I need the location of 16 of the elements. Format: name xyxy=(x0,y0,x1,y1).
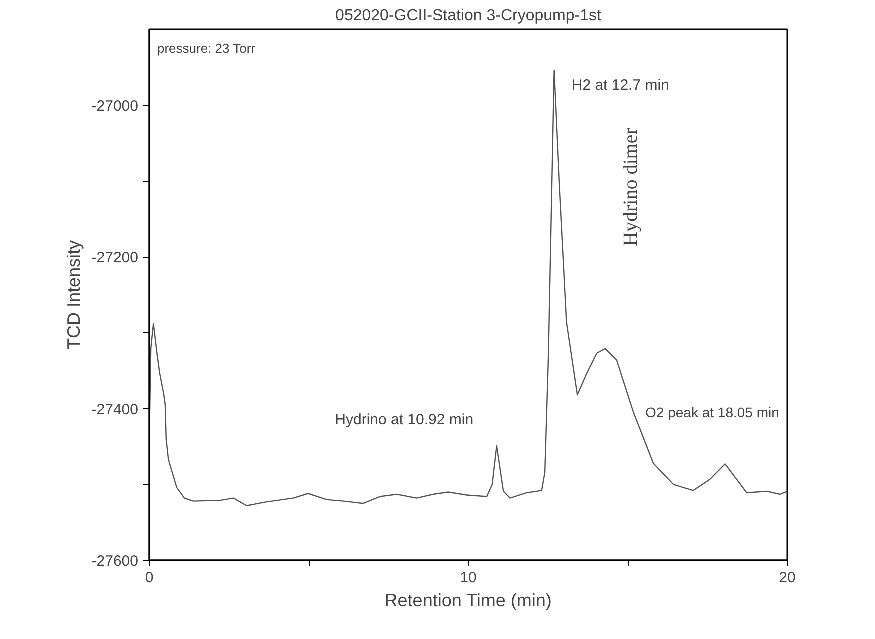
annotation: pressure: 23 Torr xyxy=(157,40,256,56)
y-axis-title: TCD Intensity xyxy=(64,240,84,350)
chart-title: 052020-GCII-Station 3-Cryopump-1st xyxy=(336,8,602,24)
x-tick-label: 10 xyxy=(460,570,477,586)
x-tick-label: 20 xyxy=(779,570,796,586)
annotation: Hydrino dimer xyxy=(620,128,642,246)
annotation: H2 at 12.7 min xyxy=(572,77,670,94)
x-tick-label: 0 xyxy=(145,570,154,586)
x-axis-title: Retention Time (min) xyxy=(384,590,552,610)
line-series xyxy=(150,70,788,506)
y-tick-label: -27000 xyxy=(92,98,139,115)
annotation: Hydrino at 10.92 min xyxy=(335,412,474,429)
annotation: O2 peak at 18.05 min xyxy=(646,404,780,421)
y-tick-label: -27600 xyxy=(92,553,139,570)
y-tick-label: -27400 xyxy=(92,401,139,418)
y-tick-label: -27200 xyxy=(92,250,139,267)
